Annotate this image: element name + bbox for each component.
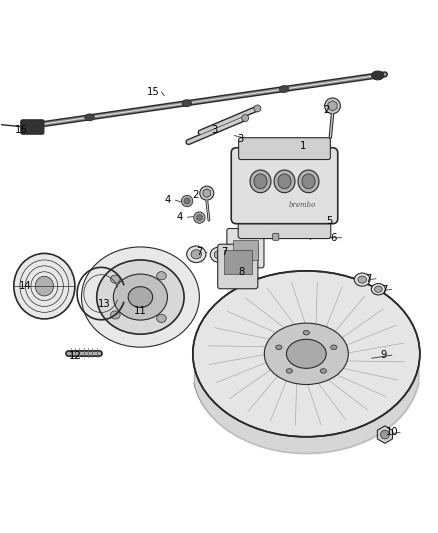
FancyBboxPatch shape bbox=[271, 216, 277, 224]
Ellipse shape bbox=[278, 174, 291, 189]
FancyBboxPatch shape bbox=[218, 244, 258, 289]
Circle shape bbox=[196, 215, 202, 221]
FancyBboxPatch shape bbox=[273, 233, 279, 240]
Ellipse shape bbox=[358, 276, 367, 283]
FancyBboxPatch shape bbox=[238, 212, 331, 239]
Ellipse shape bbox=[298, 170, 319, 193]
Ellipse shape bbox=[371, 284, 385, 295]
Text: 4: 4 bbox=[164, 195, 171, 205]
Text: 2: 2 bbox=[192, 190, 198, 200]
Text: 12: 12 bbox=[68, 351, 81, 360]
Text: 3: 3 bbox=[237, 134, 243, 144]
Ellipse shape bbox=[274, 170, 295, 193]
Ellipse shape bbox=[276, 345, 282, 350]
Ellipse shape bbox=[331, 345, 337, 350]
Circle shape bbox=[181, 195, 193, 207]
Ellipse shape bbox=[110, 275, 120, 283]
Ellipse shape bbox=[286, 340, 326, 368]
Text: 6: 6 bbox=[331, 233, 337, 243]
FancyBboxPatch shape bbox=[224, 251, 252, 274]
Ellipse shape bbox=[97, 260, 184, 334]
Ellipse shape bbox=[264, 323, 348, 384]
Text: 2: 2 bbox=[323, 105, 329, 115]
Ellipse shape bbox=[110, 311, 120, 319]
Text: 5: 5 bbox=[326, 216, 332, 226]
Circle shape bbox=[200, 186, 214, 200]
Text: 7: 7 bbox=[222, 247, 228, 257]
Text: 9: 9 bbox=[381, 350, 387, 360]
Ellipse shape bbox=[279, 86, 289, 93]
Text: brembo: brembo bbox=[288, 201, 316, 209]
Text: 11: 11 bbox=[134, 306, 147, 316]
Circle shape bbox=[325, 98, 340, 114]
Ellipse shape bbox=[35, 276, 53, 296]
Ellipse shape bbox=[113, 274, 167, 320]
Text: 8: 8 bbox=[239, 266, 245, 277]
Ellipse shape bbox=[210, 247, 228, 262]
Text: 13: 13 bbox=[98, 298, 110, 309]
Ellipse shape bbox=[193, 271, 420, 437]
Ellipse shape bbox=[187, 246, 206, 263]
Ellipse shape bbox=[320, 369, 326, 373]
Ellipse shape bbox=[303, 330, 309, 335]
Ellipse shape bbox=[214, 251, 224, 259]
Text: 7: 7 bbox=[365, 274, 371, 284]
Text: 3: 3 bbox=[212, 125, 218, 135]
Ellipse shape bbox=[85, 114, 94, 121]
Text: 7: 7 bbox=[196, 247, 202, 257]
Text: 10: 10 bbox=[386, 427, 399, 438]
Ellipse shape bbox=[157, 314, 166, 322]
FancyBboxPatch shape bbox=[233, 240, 258, 260]
Ellipse shape bbox=[157, 272, 166, 280]
Text: 15: 15 bbox=[147, 87, 160, 97]
Text: 7: 7 bbox=[381, 285, 387, 295]
Ellipse shape bbox=[128, 287, 152, 308]
Text: 14: 14 bbox=[19, 281, 32, 291]
Polygon shape bbox=[328, 101, 337, 111]
Circle shape bbox=[184, 198, 190, 204]
Ellipse shape bbox=[250, 170, 271, 193]
Ellipse shape bbox=[302, 174, 315, 189]
Ellipse shape bbox=[286, 369, 293, 373]
Text: 16: 16 bbox=[15, 125, 28, 135]
Text: 1: 1 bbox=[300, 141, 307, 151]
Ellipse shape bbox=[14, 253, 75, 319]
Polygon shape bbox=[203, 189, 211, 198]
FancyBboxPatch shape bbox=[227, 229, 264, 268]
Circle shape bbox=[194, 212, 205, 223]
FancyBboxPatch shape bbox=[231, 148, 338, 224]
Polygon shape bbox=[378, 426, 392, 443]
Ellipse shape bbox=[374, 286, 382, 292]
Circle shape bbox=[254, 105, 261, 112]
FancyBboxPatch shape bbox=[21, 120, 44, 134]
Ellipse shape bbox=[354, 273, 370, 286]
Ellipse shape bbox=[254, 174, 267, 189]
Ellipse shape bbox=[191, 250, 201, 259]
Ellipse shape bbox=[371, 71, 384, 80]
FancyBboxPatch shape bbox=[239, 138, 330, 159]
Ellipse shape bbox=[81, 247, 199, 347]
Text: 4: 4 bbox=[177, 212, 183, 222]
Ellipse shape bbox=[182, 100, 191, 107]
Circle shape bbox=[381, 430, 389, 439]
Circle shape bbox=[242, 115, 249, 122]
